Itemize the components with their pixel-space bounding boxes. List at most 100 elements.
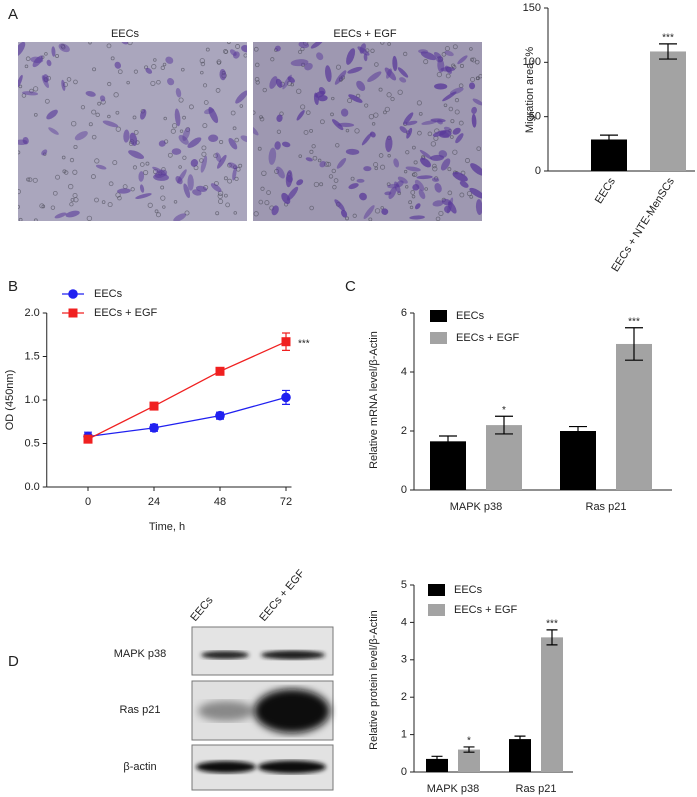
row-label: Ras p21 [120, 704, 161, 716]
cell [22, 91, 39, 96]
row-label: β-actin [123, 761, 156, 773]
pore [73, 144, 78, 150]
pore [185, 127, 191, 132]
pore [199, 58, 205, 64]
pore [448, 106, 454, 112]
cell [399, 126, 408, 134]
bar [486, 425, 522, 490]
cell [405, 120, 418, 126]
pore [126, 80, 130, 85]
pore [60, 43, 66, 49]
cell [346, 48, 356, 65]
pore [213, 153, 218, 159]
y-axis-label: Migration area, % [524, 47, 536, 133]
y-tick-label: 1.5 [24, 350, 39, 362]
pore [405, 185, 409, 189]
pore [227, 178, 233, 184]
cell [443, 126, 452, 132]
cell [332, 119, 344, 131]
pore [182, 155, 187, 160]
cell [85, 91, 96, 97]
cell [441, 198, 452, 206]
pore [33, 218, 38, 221]
cell [41, 75, 49, 89]
significance: * [502, 405, 506, 416]
pore [32, 86, 39, 92]
pore [178, 97, 184, 103]
cell [286, 175, 293, 183]
pore [409, 205, 414, 210]
y-tick-label: 0.5 [24, 437, 39, 449]
cell [348, 94, 363, 103]
pore [430, 141, 437, 147]
cell [235, 90, 247, 104]
y-tick-label: 100 [523, 56, 541, 68]
bar [426, 758, 448, 772]
marker [215, 366, 225, 376]
cell [475, 199, 482, 216]
y-tick-label: 4 [401, 616, 407, 628]
pore [68, 183, 74, 190]
cell [348, 183, 359, 190]
cell [41, 149, 48, 156]
cell [381, 208, 389, 215]
pore [458, 120, 464, 126]
pore [71, 120, 77, 127]
cell [345, 148, 360, 155]
cell [310, 42, 324, 49]
pore [350, 176, 355, 181]
error-bar [625, 327, 643, 361]
pore [108, 181, 114, 187]
pore [459, 192, 465, 198]
pore [260, 186, 265, 191]
pore [215, 211, 220, 216]
cell [117, 188, 131, 194]
pore [27, 177, 33, 183]
pore [133, 69, 139, 74]
pore [449, 135, 454, 139]
pore [432, 166, 438, 172]
pore [354, 128, 360, 134]
pore [18, 217, 23, 221]
pore [417, 130, 422, 136]
error-bar [463, 746, 475, 753]
pore [274, 168, 280, 174]
x-tick-label: 72 [280, 496, 292, 508]
cell [102, 120, 119, 128]
significance: *** [298, 338, 310, 349]
cell [253, 124, 259, 136]
pore [254, 76, 260, 82]
cell [282, 74, 292, 90]
pore [374, 166, 379, 171]
pore [347, 98, 353, 104]
cell [431, 177, 440, 182]
pore [383, 110, 387, 115]
cell [421, 120, 437, 125]
x-tick-label: 0 [85, 496, 91, 508]
cell [51, 46, 56, 57]
pore [444, 46, 450, 52]
pore [371, 122, 376, 126]
cell [229, 49, 237, 56]
cell [276, 114, 283, 122]
cell [296, 179, 304, 186]
cell [399, 77, 407, 83]
pore [450, 119, 455, 124]
pore [418, 111, 423, 116]
pore [115, 110, 120, 115]
pore [313, 181, 320, 188]
pore [223, 176, 228, 181]
cell [418, 49, 429, 54]
error-bar [439, 435, 457, 448]
cell [472, 98, 482, 106]
cell [420, 157, 431, 168]
pore [441, 52, 447, 57]
pore [257, 146, 262, 151]
pore [160, 65, 165, 70]
cell [334, 199, 345, 211]
cell [469, 187, 482, 199]
cell [363, 166, 372, 172]
pore [447, 167, 452, 172]
cell [434, 83, 448, 90]
cell [370, 131, 376, 138]
